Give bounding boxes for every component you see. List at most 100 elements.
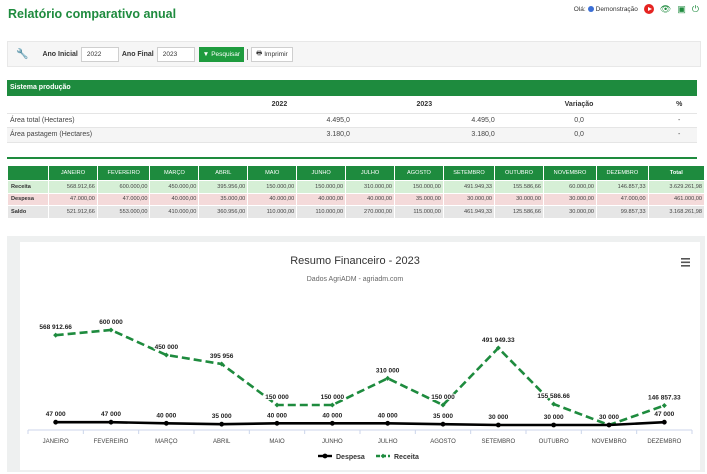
month-cell: 30.000,00 bbox=[542, 205, 598, 219]
col-header-month: JULHO bbox=[345, 165, 396, 181]
data-point[interactable] bbox=[329, 420, 335, 426]
section-divider bbox=[7, 157, 697, 159]
month-cell: 99.857,33 bbox=[596, 205, 649, 219]
data-point[interactable] bbox=[53, 419, 59, 425]
row-label: Despesa bbox=[7, 192, 49, 206]
production-table: 2022 2023 Variação % Área total (Hectare… bbox=[7, 96, 697, 143]
series-line-despesa bbox=[55, 420, 665, 427]
col-header-total: Total bbox=[647, 165, 706, 181]
data-point[interactable] bbox=[606, 422, 612, 428]
legend-label-despesa[interactable]: Despesa bbox=[336, 454, 365, 461]
data-point[interactable] bbox=[661, 402, 667, 409]
cell-variation: 0,0 bbox=[496, 127, 662, 143]
production-title: Sistema produção bbox=[7, 80, 697, 96]
data-point[interactable] bbox=[219, 421, 225, 427]
data-label: 30 000 bbox=[488, 414, 508, 421]
month-cell: 150.000,00 bbox=[247, 180, 298, 194]
month-cell: 40.000,00 bbox=[247, 192, 298, 206]
month-cell: 150.000,00 bbox=[296, 180, 347, 194]
month-cell: 40.000,00 bbox=[345, 192, 396, 206]
data-point[interactable] bbox=[385, 420, 391, 426]
cell-2022: 4.495,0 bbox=[207, 113, 352, 128]
data-point[interactable] bbox=[440, 421, 446, 427]
series-line-receita bbox=[55, 328, 665, 427]
data-point[interactable] bbox=[274, 420, 280, 426]
data-point[interactable] bbox=[661, 419, 667, 425]
legend-label-receita[interactable]: Receita bbox=[394, 454, 419, 461]
legend-dot-receita bbox=[380, 453, 386, 459]
user-icon bbox=[587, 6, 594, 12]
col-header-month: JANEIRO bbox=[48, 165, 98, 181]
data-label: 600 000 bbox=[99, 319, 123, 326]
cell-percent: - bbox=[661, 127, 697, 143]
month-cell: 491.949,33 bbox=[442, 180, 496, 194]
col-header-month: MAIO bbox=[247, 165, 298, 181]
data-label: 47 000 bbox=[101, 411, 121, 418]
print-button[interactable]: 🖶 Imprimir bbox=[251, 46, 293, 62]
data-point[interactable] bbox=[274, 402, 280, 408]
row-label: Saldo bbox=[7, 205, 49, 219]
financial-table: JANEIRO FEVEREIRO MARÇO ABRIL MAIO JUNHO JULHO… bbox=[7, 165, 706, 219]
month-cell: 35.000,00 bbox=[198, 192, 249, 206]
data-label: 310 000 bbox=[376, 367, 400, 374]
chart-title: Resumo Financeiro - 2023 bbox=[290, 255, 420, 267]
eye-icon[interactable]: 👁 bbox=[659, 4, 672, 14]
hamburger-icon[interactable] bbox=[681, 258, 690, 267]
search-button-label: Pesquisar bbox=[211, 50, 241, 58]
start-year-label: Ano Inicial bbox=[42, 50, 78, 58]
table-row: Saldo 521.912,66 553.000,00 410.000,00 360.9… bbox=[7, 205, 706, 219]
data-point[interactable] bbox=[329, 402, 335, 408]
month-cell: 150.000,00 bbox=[394, 180, 444, 194]
search-button[interactable]: ▼ Pesquisar bbox=[198, 46, 245, 62]
data-point[interactable] bbox=[495, 422, 501, 428]
data-label: 35 000 bbox=[212, 413, 232, 420]
row-label: Área pastagem (Hectares) bbox=[7, 127, 207, 143]
month-cell: 110.000,00 bbox=[296, 205, 347, 219]
end-year-label: Ano Final bbox=[121, 50, 154, 58]
x-tick-label: JULHO bbox=[378, 439, 398, 445]
col-header-month: DEZEMBRO bbox=[596, 165, 649, 181]
print-button-label: Imprimir bbox=[264, 50, 288, 58]
data-point[interactable] bbox=[108, 419, 114, 425]
window-icon[interactable]: ▣ bbox=[677, 4, 686, 14]
x-tick-label: OUTUBRO bbox=[539, 439, 569, 445]
data-point[interactable] bbox=[163, 420, 169, 426]
data-label: 30 000 bbox=[544, 414, 564, 421]
x-tick-label: DEZEMBRO bbox=[647, 439, 681, 445]
col-header-month: SETEMBRO bbox=[442, 165, 496, 181]
start-year-input[interactable] bbox=[80, 46, 119, 62]
financial-header-row: JANEIRO FEVEREIRO MARÇO ABRIL MAIO JUNHO JULHO… bbox=[7, 165, 706, 181]
financial-chart: Resumo Financeiro - 2023 Dados AgriADM - … bbox=[27, 255, 693, 461]
table-row: Receita 568.912,66 600.000,00 450.000,00 395… bbox=[7, 180, 706, 194]
data-point[interactable] bbox=[551, 422, 557, 428]
x-tick-label: AGOSTO bbox=[430, 439, 456, 445]
month-cell: 395.956,00 bbox=[198, 180, 249, 194]
user-greeting[interactable]: Olá: Demonstração bbox=[574, 6, 638, 13]
month-cell: 450.000,00 bbox=[149, 180, 200, 194]
month-cell: 410.000,00 bbox=[149, 205, 200, 219]
col-header-month: MARÇO bbox=[149, 165, 200, 181]
month-cell: 60.000,00 bbox=[542, 180, 598, 194]
power-icon[interactable]: ⏻ bbox=[691, 4, 699, 14]
month-cell: 110.000,00 bbox=[247, 205, 298, 219]
data-label: 47 000 bbox=[46, 411, 66, 418]
top-bar: Relatório comparativo anual Olá: Demonst… bbox=[0, 0, 707, 30]
data-point[interactable] bbox=[53, 332, 59, 338]
col-header-month: AGOSTO bbox=[394, 165, 444, 181]
toolbar-separator bbox=[247, 48, 249, 60]
printer-icon: 🖶 bbox=[256, 49, 263, 57]
chart-card: Resumo Financeiro - 2023 Dados AgriADM - … bbox=[7, 236, 705, 472]
filter-bar: 🔧 Ano Inicial Ano Final ▼ Pesquisar 🖶 Im… bbox=[7, 41, 701, 67]
data-label: 155 586.66 bbox=[537, 393, 570, 400]
month-cell: 40.000,00 bbox=[296, 192, 347, 206]
user-box: Olá: Demonstração 👁 ▣ ⏻ bbox=[574, 4, 699, 14]
end-year-input[interactable] bbox=[156, 46, 195, 62]
data-label: 35 000 bbox=[433, 413, 453, 420]
chart-subtitle: Dados AgriADM - agriadm.com bbox=[307, 276, 404, 283]
month-cell: 360.956,00 bbox=[198, 205, 249, 219]
x-tick-label: MAIO bbox=[269, 439, 285, 445]
col-header-month: JUNHO bbox=[296, 165, 347, 181]
col-header-variation: Variação bbox=[496, 96, 662, 114]
data-point[interactable] bbox=[108, 327, 114, 333]
youtube-icon[interactable] bbox=[643, 4, 654, 14]
